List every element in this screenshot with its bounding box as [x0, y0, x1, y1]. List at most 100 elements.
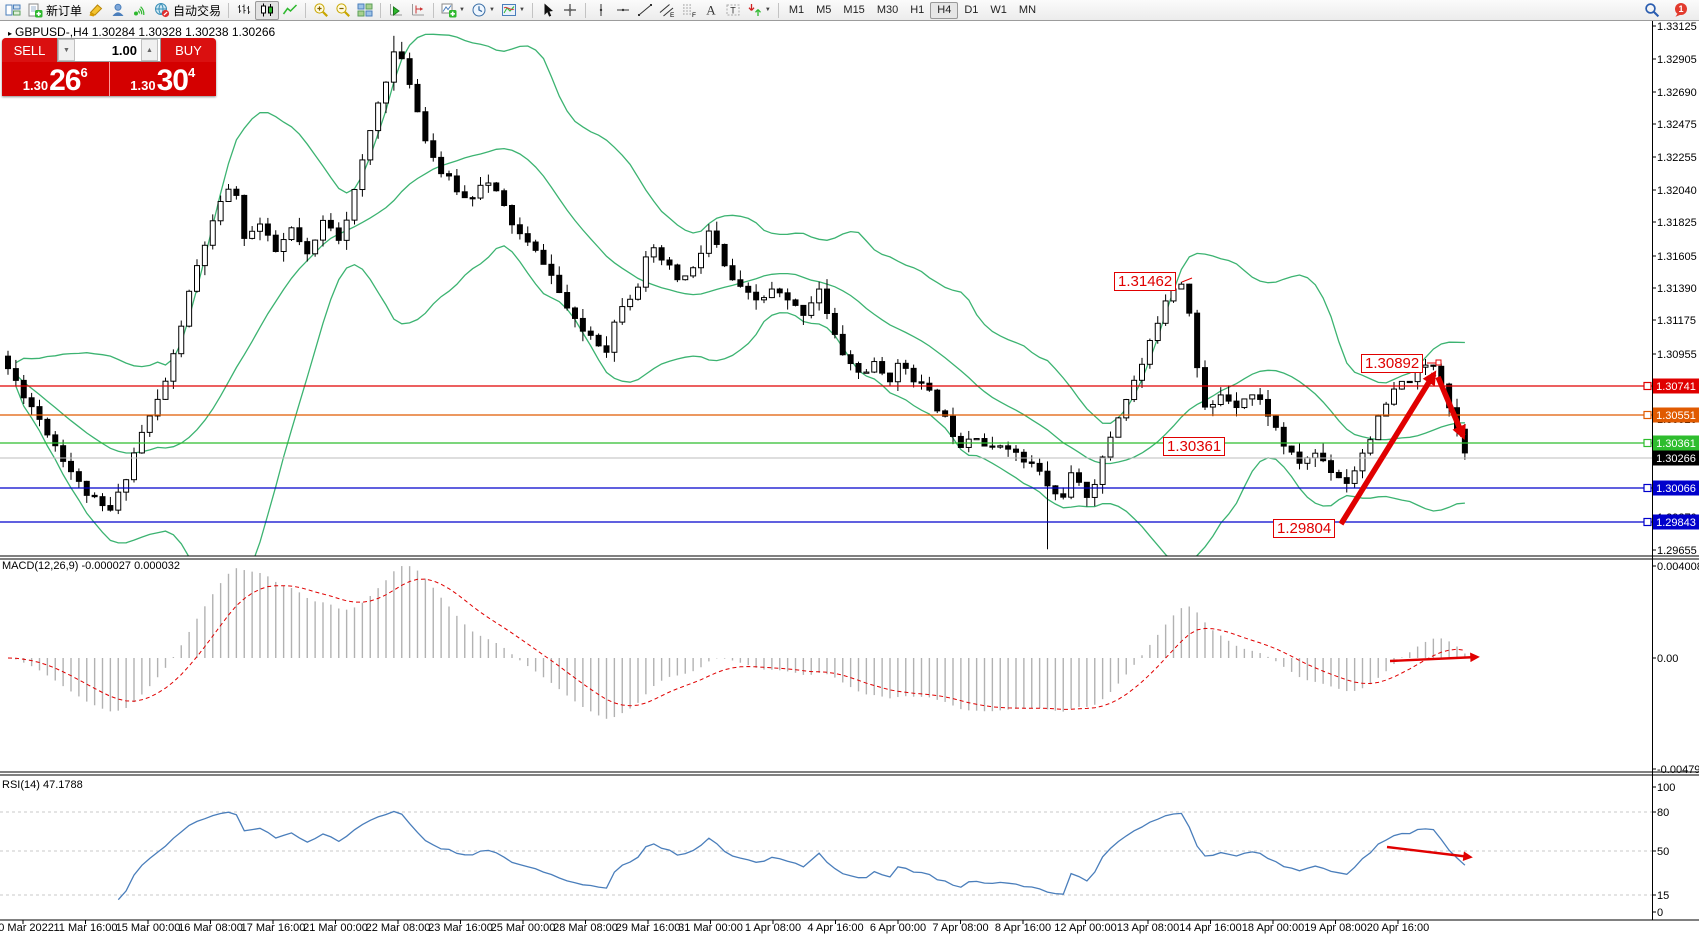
toolbar-separator	[305, 2, 307, 18]
zoom-out-icon[interactable]	[332, 1, 354, 20]
svg-text:50: 50	[1657, 846, 1669, 858]
dropdown-caret-icon[interactable]: ▼	[764, 7, 771, 13]
profiles-icon[interactable]	[107, 1, 129, 20]
svg-text:25 Mar 00:00: 25 Mar 00:00	[491, 922, 556, 934]
dropdown-caret-icon[interactable]: ▼	[518, 7, 525, 13]
svg-text:4 Apr 16:00: 4 Apr 16:00	[807, 922, 863, 934]
svg-text:1.31175: 1.31175	[1657, 315, 1696, 327]
fibonacci-icon[interactable]: F	[678, 1, 700, 20]
timeframe-w1-button[interactable]: W1	[990, 4, 1007, 16]
dropdown-caret-icon[interactable]: ▼	[488, 7, 495, 13]
svg-text:100: 100	[1657, 782, 1675, 794]
svg-text:1.32040: 1.32040	[1657, 185, 1697, 197]
svg-text:E: E	[670, 12, 675, 18]
high-label-1[interactable]: 1.31462	[1114, 272, 1177, 291]
toolbar-separator	[584, 2, 586, 18]
arrows-tool-icon[interactable]: ▼	[744, 1, 774, 20]
volume-decrease-button[interactable]: ▼	[58, 39, 75, 61]
dropdown-caret-icon[interactable]: ▼	[459, 7, 465, 13]
timeframe-h4-button[interactable]: H4	[930, 1, 959, 19]
auto-scroll-icon[interactable]	[385, 1, 407, 20]
svg-text:8 Apr 16:00: 8 Apr 16:00	[995, 922, 1051, 934]
svg-text:7 Apr 08:00: 7 Apr 08:00	[932, 922, 988, 934]
sell-button[interactable]: SELL	[2, 38, 57, 62]
rsi-label: RSI(14) 47.1788	[2, 779, 83, 791]
vertical-line-icon[interactable]	[590, 1, 612, 20]
svg-text:6 Apr 00:00: 6 Apr 00:00	[870, 922, 926, 934]
svg-text:13 Apr 08:00: 13 Apr 08:00	[1117, 922, 1179, 934]
search-icon[interactable]	[1641, 1, 1663, 20]
svg-text:1.30551: 1.30551	[1656, 410, 1696, 422]
sell-price[interactable]: 1.30 26 6	[22, 63, 88, 96]
svg-text:1.33125: 1.33125	[1657, 21, 1697, 33]
svg-text:14 Apr 16:00: 14 Apr 16:00	[1179, 922, 1241, 934]
svg-text:23 Mar 16:00: 23 Mar 16:00	[428, 922, 493, 934]
chart-window-icon[interactable]	[2, 1, 24, 20]
svg-text:31 Mar 00:00: 31 Mar 00:00	[678, 922, 743, 934]
templates-icon[interactable]: ▼	[498, 1, 528, 20]
timeframe-d1-button[interactable]: D1	[964, 4, 979, 16]
svg-text:16 Mar 08:00: 16 Mar 08:00	[178, 922, 243, 934]
svg-text:1.30955: 1.30955	[1657, 349, 1697, 361]
svg-text:18 Apr 00:00: 18 Apr 00:00	[1242, 922, 1304, 934]
rsi-down-arrow[interactable]	[1386, 845, 1473, 861]
svg-text:1.32475: 1.32475	[1657, 119, 1697, 131]
equidistant-channel-icon[interactable]: E	[656, 1, 678, 20]
svg-text:T: T	[730, 6, 736, 16]
svg-text:0.00: 0.00	[1657, 653, 1678, 665]
signals-icon[interactable]	[129, 1, 151, 20]
text-label-icon[interactable]: T	[722, 1, 744, 20]
volume-input[interactable]	[75, 39, 141, 61]
svg-text:1.31605: 1.31605	[1657, 251, 1697, 263]
timeframe-m1-button[interactable]: M1	[788, 4, 805, 16]
svg-text:-0.00479: -0.00479	[1657, 764, 1699, 776]
svg-text:1.32255: 1.32255	[1657, 152, 1697, 164]
indicators-list-icon[interactable]: ▼	[438, 1, 468, 20]
svg-text:1 Apr 08:00: 1 Apr 08:00	[745, 922, 801, 934]
chart-styler-icon[interactable]	[85, 1, 107, 20]
new-order-button[interactable]: 新订单	[24, 1, 85, 20]
up-trend-arrow[interactable]	[1338, 370, 1437, 526]
text-tool-icon[interactable]: A	[700, 1, 722, 20]
down-trend-arrow[interactable]	[1435, 375, 1466, 440]
toolbar-separator	[433, 2, 435, 18]
bar-chart-icon[interactable]	[233, 1, 255, 20]
symbol-title: ▸ GBPUSD-,H4 1.30284 1.30328 1.30238 1.30…	[8, 25, 276, 39]
new-order-button-label: 新订单	[46, 3, 83, 18]
candlestick-chart-icon[interactable]	[255, 0, 280, 20]
line-chart-icon[interactable]	[279, 1, 301, 20]
crosshair-icon[interactable]	[559, 1, 581, 20]
toolbar-separator	[531, 2, 533, 18]
svg-text:20 Apr 16:00: 20 Apr 16:00	[1367, 922, 1429, 934]
svg-text:1.31390: 1.31390	[1657, 283, 1697, 295]
svg-text:1.30361: 1.30361	[1656, 438, 1696, 450]
svg-text:10 Mar 2022: 10 Mar 2022	[0, 922, 54, 934]
zoom-in-icon[interactable]	[310, 1, 332, 20]
timeframe-mn-button[interactable]: MN	[1018, 4, 1037, 16]
trendline-icon[interactable]	[634, 1, 656, 20]
svg-text:11 Mar 16:00: 11 Mar 16:00	[53, 922, 117, 934]
autotrading-button[interactable]: 自动交易	[151, 1, 224, 20]
timeframe-m30-button[interactable]: M30	[876, 4, 899, 16]
low-label[interactable]: 1.29804	[1273, 519, 1336, 538]
svg-text:29 Mar 16:00: 29 Mar 16:00	[616, 922, 681, 934]
tile-windows-icon[interactable]	[354, 1, 376, 20]
chart-shift-icon[interactable]	[407, 1, 429, 20]
chart-area[interactable]: 1.33125 1.32905 1.32690 1.32475 1.32255 1.320…	[0, 21, 1699, 936]
svg-text:0.004008: 0.004008	[1657, 561, 1699, 573]
cursor-icon[interactable]	[537, 1, 559, 20]
high-label-2[interactable]: 1.30892	[1361, 354, 1424, 373]
timeframe-m5-button[interactable]: M5	[816, 4, 832, 16]
periods-icon[interactable]: ▼	[468, 1, 498, 20]
volume-increase-button[interactable]: ▲	[141, 39, 158, 61]
buy-price[interactable]: 1.30 30 4	[108, 62, 217, 96]
level-label[interactable]: 1.30361	[1163, 437, 1226, 456]
macd-flat-arrow[interactable]	[1389, 652, 1480, 663]
symbol-marker-icon: ▸	[8, 29, 13, 38]
buy-button[interactable]: BUY	[161, 38, 216, 62]
horizontal-line-icon[interactable]	[612, 1, 634, 20]
timeframe-m15-button[interactable]: M15	[843, 4, 865, 16]
alerts-icon[interactable]: 1	[1670, 1, 1692, 20]
timeframe-h1-button[interactable]: H1	[910, 4, 925, 16]
